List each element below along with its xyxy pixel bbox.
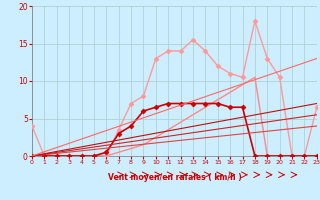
X-axis label: Vent moyen/en rafales ( km/h ): Vent moyen/en rafales ( km/h ) xyxy=(108,174,241,183)
